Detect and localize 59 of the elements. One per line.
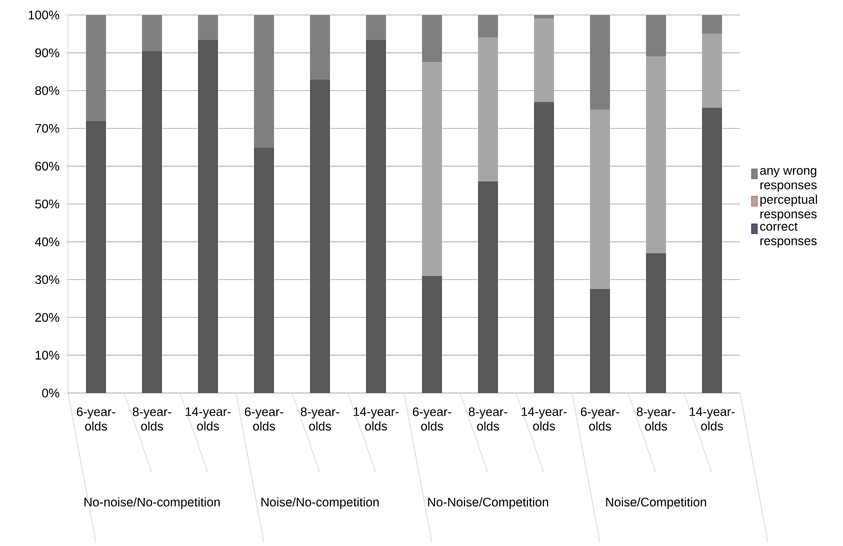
bar: [534, 18, 554, 102]
bar: [646, 56, 666, 254]
bar: [702, 14, 722, 34]
text: No-Noise/Competition: [428, 497, 548, 509]
bar: [478, 181, 498, 394]
bar: [422, 14, 442, 62]
text: Noise/Competition: [606, 497, 706, 509]
bar: [366, 14, 386, 40]
y-tick-label: 0%: [42, 388, 60, 398]
x-tick-label: 14-year-olds: [522, 407, 567, 430]
bar: [422, 276, 442, 394]
x-tick-label: 14-year-olds: [690, 407, 735, 430]
bar: [590, 110, 610, 290]
bar: [478, 14, 498, 38]
x-tick-label: 6-year-olds: [244, 407, 284, 431]
legend-label: perceptual responses: [760, 194, 817, 221]
bar: [142, 14, 162, 51]
bar: [702, 34, 722, 108]
bar: [310, 79, 330, 394]
y-tick-label: 40%: [35, 237, 60, 246]
x-tick-label: 14-year-olds: [186, 407, 231, 430]
bar: [198, 14, 218, 40]
bar: [534, 14, 554, 19]
bar: [254, 14, 274, 148]
legend-label: correct responses: [760, 222, 817, 248]
bar: [422, 62, 442, 276]
bar: [86, 14, 106, 121]
x-tick-label: 6-year-olds: [76, 407, 116, 431]
y-tick-label: 10%: [36, 350, 60, 360]
bar: [254, 147, 274, 394]
y-tick-label: 80%: [35, 86, 60, 96]
bar: [590, 289, 610, 394]
bar: [534, 102, 554, 394]
y-tick-label: 90%: [35, 48, 60, 58]
x-tick-label: 8-year-olds: [132, 407, 172, 431]
bar: [198, 40, 218, 394]
y-tick-label: 20%: [35, 313, 60, 322]
x-tick-label: 6-year-olds: [412, 407, 452, 431]
bar: [702, 108, 722, 394]
x-tick-label: 8-year-olds: [636, 407, 676, 431]
text: Noise/No-competition: [261, 497, 379, 509]
y-tick-label: 50%: [35, 200, 60, 208]
bar: [590, 14, 610, 110]
bar: [366, 40, 386, 394]
x-tick-label: 8-year-olds: [300, 407, 340, 431]
bar: [646, 253, 666, 394]
x-tick-label: 14-year-olds: [354, 407, 399, 430]
bar: [142, 50, 162, 394]
x-tick-label: 8-year-olds: [468, 407, 508, 431]
y-tick-label: 60%: [35, 162, 60, 171]
y-tick-label: 30%: [35, 275, 60, 284]
bar: [86, 120, 106, 394]
text: No-noise/No-competition: [84, 497, 220, 509]
x-tick-label: 6-year-olds: [580, 407, 620, 431]
bar: [646, 14, 666, 57]
y-tick-label: 100%: [28, 10, 60, 20]
y-tick-label: 70%: [35, 124, 60, 133]
bar: [478, 38, 498, 182]
bar: [310, 14, 330, 80]
